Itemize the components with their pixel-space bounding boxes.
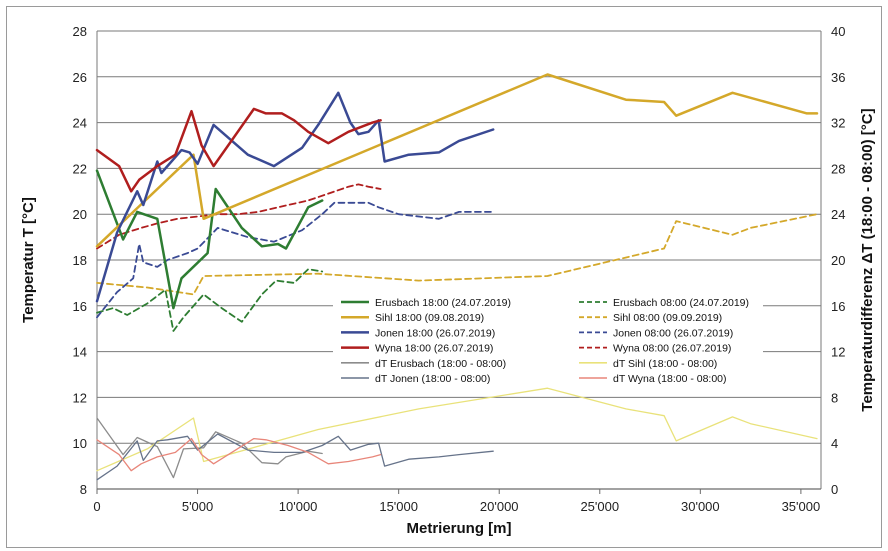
y-left-tick-label: 26 — [73, 70, 87, 85]
y-left-tick-label: 20 — [73, 207, 87, 222]
legend-label: Wyna 18:00 (26.07.2019) — [375, 343, 493, 355]
chart-frame: Erusbach 18:00 (24.07.2019) Erusbach 08:0… — [6, 6, 882, 548]
y-left-tick-label: 24 — [73, 116, 87, 131]
series-line-4 — [95, 91, 495, 303]
y-left-tick-label: 22 — [73, 161, 87, 176]
series-line-6 — [95, 107, 382, 193]
y-right-tick-label: 36 — [831, 70, 845, 85]
x-tick-label: 35'000 — [782, 499, 821, 514]
y-left-tick-label: 12 — [73, 390, 87, 405]
x-tick-label: 20'000 — [480, 499, 519, 514]
legend-label: Sihl 18:00 (09.08.2019) — [375, 312, 484, 324]
series-line-0 — [95, 169, 324, 310]
line-chart: Erusbach 18:00 (24.07.2019) Erusbach 08:0… — [20, 24, 876, 537]
y-right-tick-label: 24 — [831, 207, 845, 222]
legend-label: Jonen 08:00 (26.07.2019) — [613, 327, 733, 339]
x-tick-label: 10'000 — [279, 499, 318, 514]
legend-label: dT Erusbach (18:00 - 08:00) — [375, 358, 506, 370]
y-axis-left-ticks: 8 10 12 14 16 18 20 22 24 26 28 — [73, 24, 87, 497]
y-right-tick-label: 20 — [831, 253, 845, 268]
series-line-9 — [96, 387, 818, 472]
legend-label: Erusbach 18:00 (24.07.2019) — [375, 297, 511, 309]
series-line-3 — [96, 213, 818, 296]
y-right-tick-label: 4 — [831, 436, 838, 451]
legend-label: dT Wyna (18:00 - 08:00) — [613, 373, 727, 385]
y-axis-right-title: Temperaturdifferenz ΔT (18:00 - 08:00) [… — [859, 108, 876, 411]
y-left-tick-label: 8 — [80, 482, 87, 497]
legend-label: Erusbach 08:00 (24.07.2019) — [613, 297, 749, 309]
series-lines — [95, 73, 819, 481]
y-right-tick-label: 12 — [831, 345, 845, 360]
series-line-2 — [95, 73, 819, 248]
y-right-tick-label: 32 — [831, 116, 845, 131]
x-tick-label: 15'000 — [379, 499, 418, 514]
y-right-tick-label: 28 — [831, 161, 845, 176]
legend-label: Sihl 08:00 (09.09.2019) — [613, 312, 722, 324]
x-tick-label: 25'000 — [580, 499, 619, 514]
y-left-tick-label: 16 — [73, 299, 87, 314]
x-tick-label: 30'000 — [681, 499, 720, 514]
legend-label: Jonen 18:00 (26.07.2019) — [375, 327, 495, 339]
series-line-5 — [96, 201, 495, 319]
legend: Erusbach 18:00 (24.07.2019) Erusbach 08:0… — [341, 297, 749, 385]
y-right-tick-label: 40 — [831, 24, 845, 39]
x-tick-label: 5'000 — [182, 499, 213, 514]
legend-label: Wyna 08:00 (26.07.2019) — [613, 343, 731, 355]
legend-label: dT Jonen (18:00 - 08:00) — [375, 373, 490, 385]
y-left-tick-label: 14 — [73, 345, 87, 360]
y-right-tick-label: 8 — [831, 390, 838, 405]
series-line-1 — [96, 268, 324, 332]
series-line-8 — [96, 417, 323, 479]
legend-label: dT Sihl (18:00 - 08:00) — [613, 358, 717, 370]
series-line-11 — [96, 437, 382, 472]
x-axis-ticks: 0 5'000 10'000 15'000 20'000 25'000 30'000 35'0… — [93, 489, 820, 514]
y-right-tick-label: 0 — [831, 482, 838, 497]
y-right-tick-label: 16 — [831, 299, 845, 314]
y-axis-left-title: Temperatur T [°C] — [20, 197, 37, 323]
x-tick-label: 0 — [93, 499, 100, 514]
series-line-7 — [96, 183, 382, 250]
x-axis-title: Metrierung [m] — [407, 520, 512, 537]
y-left-tick-label: 10 — [73, 436, 87, 451]
y-axis-right-ticks: 0 4 8 12 16 20 24 28 32 36 40 — [831, 24, 845, 497]
y-left-tick-label: 18 — [73, 253, 87, 268]
series-line-10 — [96, 433, 494, 481]
y-left-tick-label: 28 — [73, 24, 87, 39]
legend-background — [333, 290, 763, 386]
